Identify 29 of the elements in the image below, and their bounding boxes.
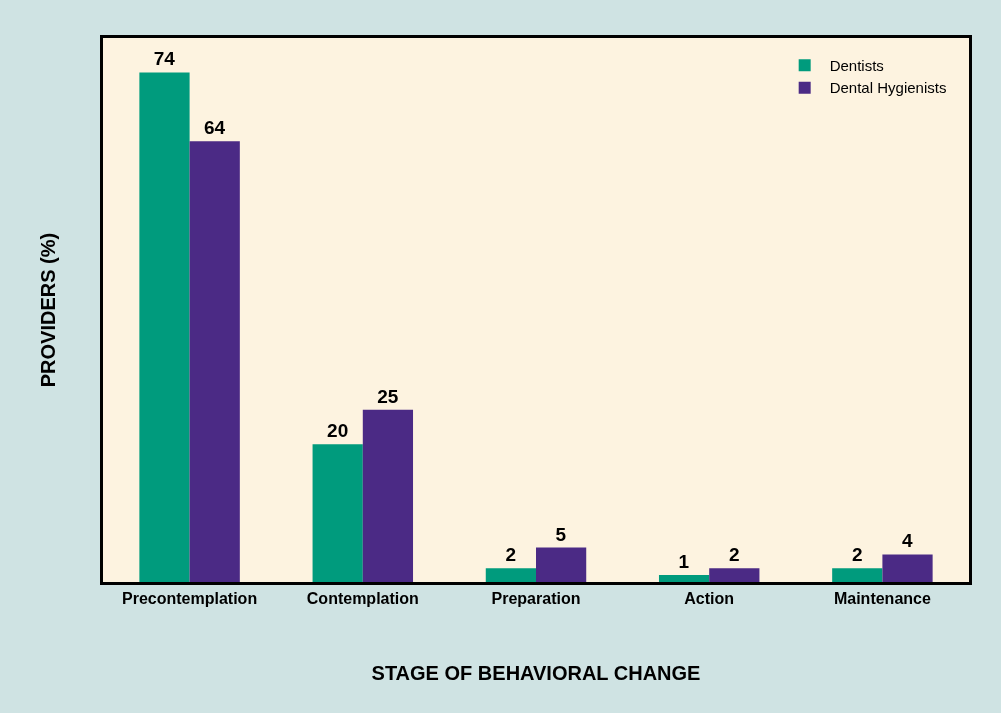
- data-label: 20: [327, 420, 349, 442]
- legend-label: Dentists: [829, 56, 884, 74]
- data-label: 25: [377, 385, 399, 407]
- y-axis-title: PROVIDERS (%): [36, 232, 59, 388]
- bar: [362, 409, 414, 582]
- bar: [832, 568, 883, 582]
- data-label: 64: [203, 117, 226, 139]
- data-label: 74: [153, 48, 176, 70]
- data-label: 2: [505, 544, 517, 566]
- x-tick-label: Maintenance: [833, 590, 931, 608]
- bar: [709, 568, 760, 582]
- data-label: 2: [729, 544, 740, 566]
- x-tick-label: Precontemplation: [122, 590, 258, 608]
- data-label: 2: [852, 544, 863, 566]
- legend-label: Dental Hygienists: [829, 79, 947, 97]
- bar: [189, 141, 240, 582]
- x-tick-label: Preparation: [491, 590, 581, 608]
- data-label: 1: [678, 551, 690, 573]
- x-axis-title: STAGE OF BEHAVIORAL CHANGE: [371, 661, 701, 684]
- bar: [536, 547, 587, 582]
- bar: [658, 575, 710, 582]
- bar: [882, 554, 933, 582]
- data-label: 4: [902, 530, 914, 552]
- bar: [485, 568, 536, 582]
- x-tick-label: Contemplation: [306, 590, 419, 608]
- data-label: 5: [555, 523, 567, 545]
- bar: [312, 444, 363, 582]
- bar: [139, 72, 190, 582]
- x-tick-label: Action: [684, 590, 735, 608]
